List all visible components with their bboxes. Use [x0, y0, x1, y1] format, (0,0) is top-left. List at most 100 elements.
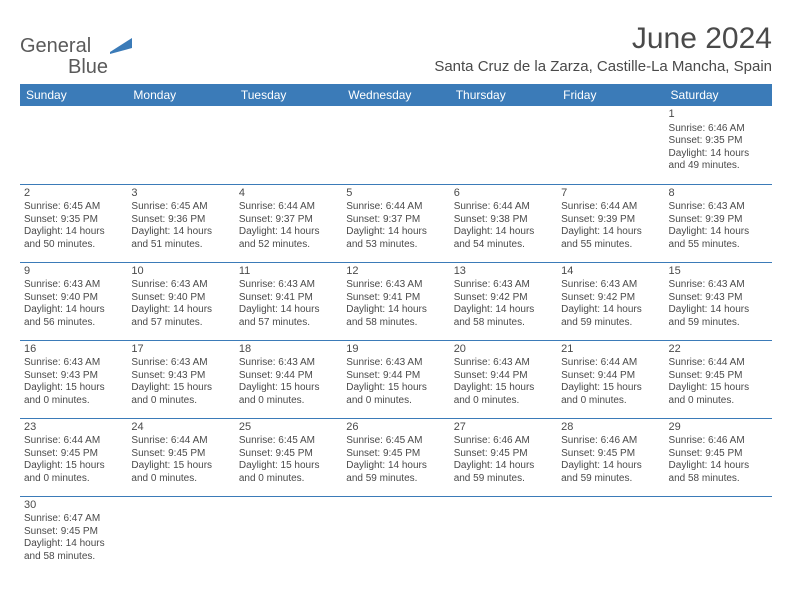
- sunrise-text: Sunrise: 6:43 AM: [24, 279, 123, 292]
- logo-word-general: General: [20, 35, 91, 57]
- day-number: 4: [239, 187, 338, 201]
- calendar-week: 2 Sunrise: 6:45 AM Sunset: 9:35 PM Daylight…: [20, 184, 772, 262]
- sunrise-text: Sunrise: 6:43 AM: [131, 357, 230, 370]
- daylight-text: Daylight: 14 hours and 55 minutes.: [669, 226, 768, 251]
- day-number: 22: [669, 343, 768, 357]
- daylight-text: Daylight: 14 hours and 57 minutes.: [131, 304, 230, 329]
- sunrise-text: Sunrise: 6:44 AM: [346, 201, 445, 214]
- sunset-text: Sunset: 9:35 PM: [24, 214, 123, 227]
- day-number: 23: [24, 421, 123, 435]
- sunrise-text: Sunrise: 6:43 AM: [239, 279, 338, 292]
- calendar-day: 20Sunrise: 6:43 AMSunset: 9:44 PMDayligh…: [450, 340, 557, 418]
- logo-flag-icon: [110, 38, 136, 61]
- logo: General Blue: [20, 36, 136, 78]
- calendar-day: 17Sunrise: 6:43 AMSunset: 9:43 PMDayligh…: [127, 340, 234, 418]
- day-header: Monday: [127, 84, 234, 106]
- calendar-day: 6Sunrise: 6:44 AMSunset: 9:38 PMDaylight…: [450, 184, 557, 262]
- calendar-day: 2Sunrise: 6:45 AMSunset: 9:35 PMDaylight…: [20, 184, 127, 262]
- calendar-day: 15Sunrise: 6:43 AMSunset: 9:43 PMDayligh…: [665, 262, 772, 340]
- day-number: 20: [454, 343, 553, 357]
- calendar-day: 10Sunrise: 6:43 AMSunset: 9:40 PMDayligh…: [127, 262, 234, 340]
- sunset-text: Sunset: 9:45 PM: [346, 448, 445, 461]
- calendar-day: 8Sunrise: 6:43 AMSunset: 9:39 PMDaylight…: [665, 184, 772, 262]
- sunrise-text: Sunrise: 6:44 AM: [24, 435, 123, 448]
- sunset-text: Sunset: 9:45 PM: [24, 448, 123, 461]
- sunset-text: Sunset: 9:40 PM: [131, 292, 230, 305]
- day-number: 30: [24, 499, 123, 513]
- calendar-empty-cell: [665, 496, 772, 574]
- sunset-text: Sunset: 9:42 PM: [561, 292, 660, 305]
- daylight-text: Daylight: 14 hours and 58 minutes.: [454, 304, 553, 329]
- calendar-day: 28Sunrise: 6:46 AMSunset: 9:45 PMDayligh…: [557, 418, 664, 496]
- calendar-empty-cell: [127, 496, 234, 574]
- sunset-text: Sunset: 9:43 PM: [131, 370, 230, 383]
- daylight-text: Daylight: 15 hours and 0 minutes.: [239, 460, 338, 485]
- sunrise-text: Sunrise: 6:44 AM: [561, 357, 660, 370]
- day-number: 9: [24, 265, 123, 279]
- sunrise-text: Sunrise: 6:43 AM: [561, 279, 660, 292]
- daylight-text: Daylight: 15 hours and 0 minutes.: [561, 382, 660, 407]
- day-number: 10: [131, 265, 230, 279]
- calendar-body: 1Sunrise: 6:46 AMSunset: 9:35 PMDaylight…: [20, 106, 772, 574]
- sunrise-text: Sunrise: 6:45 AM: [239, 435, 338, 448]
- sunset-text: Sunset: 9:43 PM: [24, 370, 123, 383]
- calendar-day: 14Sunrise: 6:43 AMSunset: 9:42 PMDayligh…: [557, 262, 664, 340]
- calendar-empty-cell: [20, 106, 127, 184]
- calendar-empty-cell: [127, 106, 234, 184]
- sunset-text: Sunset: 9:45 PM: [561, 448, 660, 461]
- sunset-text: Sunset: 9:45 PM: [669, 370, 768, 383]
- day-header: Wednesday: [342, 84, 449, 106]
- daylight-text: Daylight: 14 hours and 58 minutes.: [24, 538, 123, 563]
- sunrise-text: Sunrise: 6:43 AM: [669, 201, 768, 214]
- calendar-empty-cell: [450, 496, 557, 574]
- calendar-day: 25Sunrise: 6:45 AMSunset: 9:45 PMDayligh…: [235, 418, 342, 496]
- sunset-text: Sunset: 9:45 PM: [669, 448, 768, 461]
- sunrise-text: Sunrise: 6:43 AM: [454, 279, 553, 292]
- sunset-text: Sunset: 9:39 PM: [669, 214, 768, 227]
- logo-text: General Blue: [20, 36, 108, 78]
- sunset-text: Sunset: 9:45 PM: [24, 526, 123, 539]
- daylight-text: Daylight: 15 hours and 0 minutes.: [131, 382, 230, 407]
- sunset-text: Sunset: 9:35 PM: [669, 135, 768, 148]
- day-number: 2: [24, 187, 123, 201]
- sunset-text: Sunset: 9:40 PM: [24, 292, 123, 305]
- calendar-empty-cell: [450, 106, 557, 184]
- daylight-text: Daylight: 14 hours and 53 minutes.: [346, 226, 445, 251]
- title-block: June 2024 Santa Cruz de la Zarza, Castil…: [434, 22, 772, 75]
- calendar-day: 1Sunrise: 6:46 AMSunset: 9:35 PMDaylight…: [665, 106, 772, 184]
- page: General Blue June 2024 Santa Cruz de la …: [0, 0, 792, 574]
- day-number: 25: [239, 421, 338, 435]
- daylight-text: Daylight: 15 hours and 0 minutes.: [346, 382, 445, 407]
- day-number: 13: [454, 265, 553, 279]
- daylight-text: Daylight: 15 hours and 0 minutes.: [131, 460, 230, 485]
- calendar-week: 16Sunrise: 6:43 AMSunset: 9:43 PMDayligh…: [20, 340, 772, 418]
- day-number: 14: [561, 265, 660, 279]
- sunrise-text: Sunrise: 6:46 AM: [669, 123, 768, 136]
- sunrise-text: Sunrise: 6:43 AM: [669, 279, 768, 292]
- sunset-text: Sunset: 9:45 PM: [131, 448, 230, 461]
- calendar-empty-cell: [235, 496, 342, 574]
- daylight-text: Daylight: 14 hours and 59 minutes.: [346, 460, 445, 485]
- sunrise-text: Sunrise: 6:44 AM: [669, 357, 768, 370]
- location-text: Santa Cruz de la Zarza, Castille-La Manc…: [434, 58, 772, 75]
- calendar-table: SundayMondayTuesdayWednesdayThursdayFrid…: [20, 84, 772, 574]
- calendar-day: 18Sunrise: 6:43 AMSunset: 9:44 PMDayligh…: [235, 340, 342, 418]
- daylight-text: Daylight: 14 hours and 59 minutes.: [561, 460, 660, 485]
- calendar-empty-cell: [342, 106, 449, 184]
- calendar-empty-cell: [557, 496, 664, 574]
- day-number: 27: [454, 421, 553, 435]
- day-number: 12: [346, 265, 445, 279]
- sunrise-text: Sunrise: 6:44 AM: [239, 201, 338, 214]
- daylight-text: Daylight: 15 hours and 0 minutes.: [24, 460, 123, 485]
- calendar-week: 30Sunrise: 6:47 AMSunset: 9:45 PMDayligh…: [20, 496, 772, 574]
- sunrise-text: Sunrise: 6:46 AM: [454, 435, 553, 448]
- calendar-day: 23Sunrise: 6:44 AMSunset: 9:45 PMDayligh…: [20, 418, 127, 496]
- day-number: 24: [131, 421, 230, 435]
- calendar-day: 4Sunrise: 6:44 AMSunset: 9:37 PMDaylight…: [235, 184, 342, 262]
- sunset-text: Sunset: 9:42 PM: [454, 292, 553, 305]
- day-number: 1: [669, 108, 768, 122]
- sunrise-text: Sunrise: 6:45 AM: [131, 201, 230, 214]
- calendar-day: 27Sunrise: 6:46 AMSunset: 9:45 PMDayligh…: [450, 418, 557, 496]
- sunset-text: Sunset: 9:39 PM: [561, 214, 660, 227]
- sunrise-text: Sunrise: 6:44 AM: [131, 435, 230, 448]
